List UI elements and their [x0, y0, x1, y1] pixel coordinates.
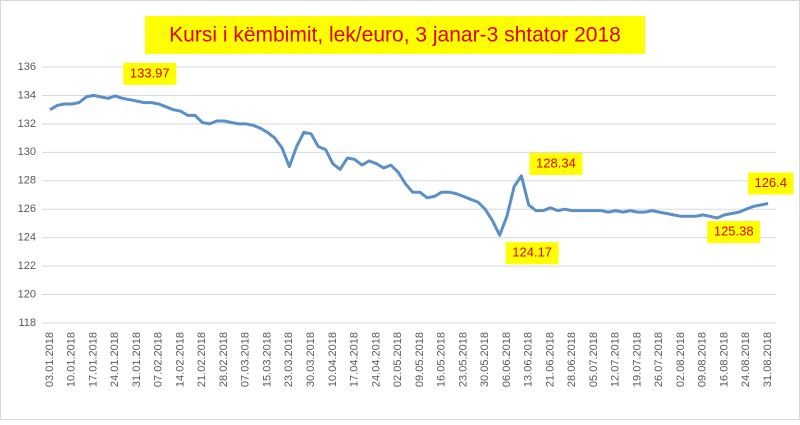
value-label: 128.34 — [536, 155, 576, 170]
x-tick-label: 14.02.2018 — [174, 332, 186, 387]
y-tick-label: 132 — [18, 118, 36, 130]
x-tick-label: 24.08.2018 — [740, 332, 752, 387]
y-tick-label: 126 — [18, 203, 36, 215]
x-tick-label: 23.05.2018 — [457, 332, 469, 387]
chart-title: Kursi i këmbimit, lek/euro, 3 janar-3 sh… — [169, 24, 621, 47]
x-tick-label: 17.04.2018 — [349, 332, 361, 387]
x-tick-label: 28.06.2018 — [566, 332, 578, 387]
x-tick-label: 10.04.2018 — [327, 332, 339, 387]
value-label: 124.17 — [512, 245, 552, 260]
value-label-box — [505, 242, 559, 265]
x-tick-label: 21.02.2018 — [196, 332, 208, 387]
y-tick-label: 128 — [18, 175, 36, 187]
y-tick-label: 124 — [18, 232, 36, 244]
x-tick-label: 16.08.2018 — [718, 332, 730, 387]
value-label: 133.97 — [130, 65, 170, 80]
data-line — [49, 93, 769, 237]
value-label-box — [529, 152, 583, 175]
y-tick-label: 136 — [18, 61, 36, 73]
y-tick-label: 122 — [18, 260, 36, 272]
x-tick-label: 02.08.2018 — [675, 332, 687, 387]
y-tick-label: 120 — [18, 288, 36, 300]
value-label: 126.4 — [754, 175, 787, 190]
x-tick-label: 17.01.2018 — [87, 332, 99, 387]
x-tick-label: 31.01.2018 — [131, 332, 143, 387]
x-tick-label: 15.03.2018 — [261, 332, 273, 387]
x-tick-label: 06.06.2018 — [501, 332, 513, 387]
x-tick-label: 30.05.2018 — [479, 332, 491, 387]
x-tick-label: 10.01.2018 — [66, 332, 78, 387]
x-tick-label: 24.01.2018 — [109, 332, 121, 387]
x-tick-label: 09.05.2018 — [414, 332, 426, 387]
x-tick-label: 19.07.2018 — [631, 332, 643, 387]
y-tick-label: 134 — [18, 89, 36, 101]
y-tick-label: 118 — [18, 317, 36, 329]
x-tick-label: 02.05.2018 — [392, 332, 404, 387]
x-tick-label: 31.08.2018 — [762, 332, 774, 387]
title-box — [145, 16, 645, 54]
x-tick-label: 26.07.2018 — [653, 332, 665, 387]
x-tick-label: 09.08.2018 — [697, 332, 709, 387]
x-tick-label: 16.05.2018 — [436, 332, 448, 387]
x-tick-label: 05.07.2018 — [588, 332, 600, 387]
value-label-box — [748, 172, 794, 195]
x-tick-label: 24.04.2018 — [370, 332, 382, 387]
x-tick-label: 07.03.2018 — [240, 332, 252, 387]
x-tick-label: 30.03.2018 — [305, 332, 317, 387]
x-tick-label: 07.02.2018 — [153, 332, 165, 387]
x-tick-label: 23.03.2018 — [283, 332, 295, 387]
x-tick-label: 12.07.2018 — [610, 332, 622, 387]
x-tick-label: 13.06.2018 — [523, 332, 535, 387]
x-tick-label: 03.01.2018 — [44, 332, 56, 387]
y-tick-label: 130 — [18, 146, 36, 158]
value-label: 125.38 — [714, 223, 754, 238]
value-label-box — [707, 221, 761, 244]
x-tick-label: 28.02.2018 — [218, 332, 230, 387]
value-label-box — [123, 62, 177, 85]
x-tick-label: 21.06.2018 — [544, 332, 556, 387]
